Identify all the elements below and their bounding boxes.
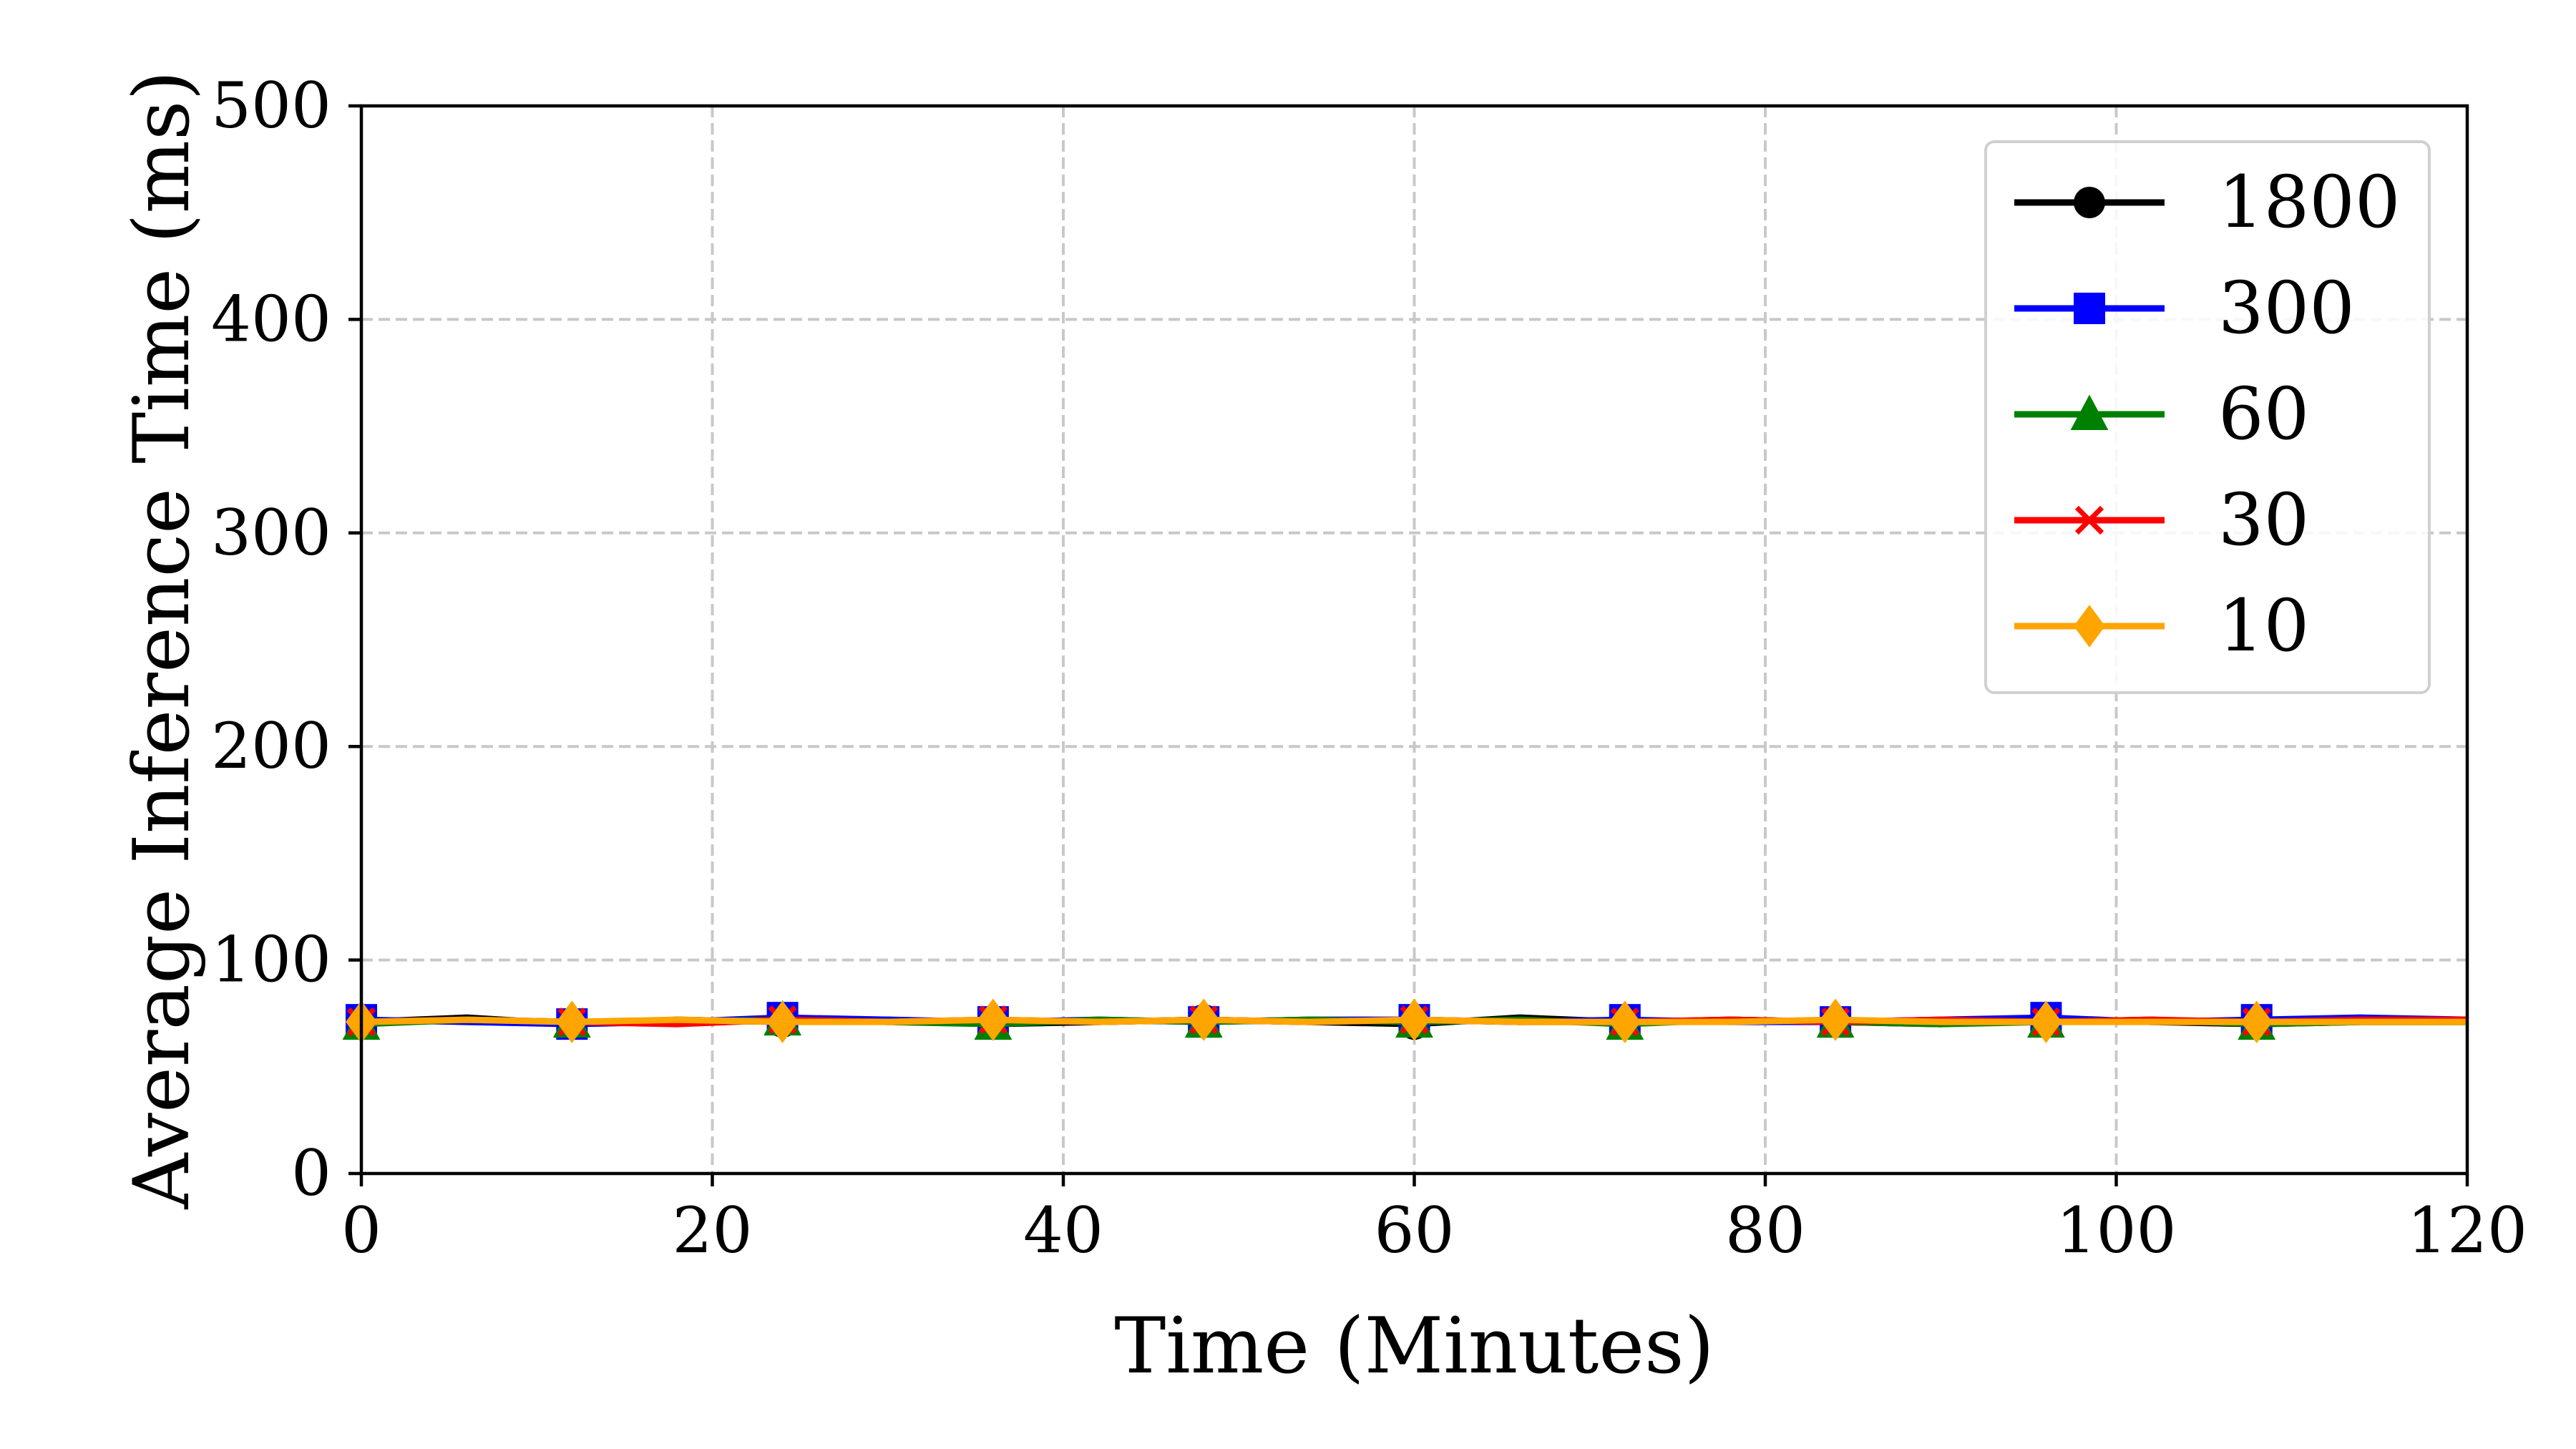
legend-label-60: 60 [2218, 372, 2309, 456]
x-tick-label-20: 20 [673, 1194, 753, 1267]
legend-item-1800: 1800 [2014, 160, 2401, 244]
legend-label-300: 300 [2218, 266, 2355, 350]
x-tick-label-100: 100 [2057, 1194, 2177, 1267]
x-tick-label-60: 60 [1375, 1194, 1455, 1267]
y-tick-label-300: 300 [211, 496, 331, 570]
x-axis-label: Time (Minutes) [1114, 1302, 1714, 1391]
series-point-10-24 [766, 1000, 799, 1043]
series-point-10-12 [556, 1000, 588, 1043]
series-point-10-48 [1188, 998, 1220, 1041]
x-axis: 0 20 40 60 80 100 120 [341, 1174, 2527, 1267]
y-axis-label: Average Inference Time (ms) [117, 70, 207, 1209]
series-point-10-72 [1609, 1000, 1641, 1043]
legend-box [1984, 140, 2431, 694]
legend-item-60: 60 [2014, 372, 2309, 456]
y-tick-label-500: 500 [211, 69, 331, 142]
legend-marker-30-b [2074, 505, 2104, 535]
series-10 [346, 998, 2467, 1043]
x-tick-label-0: 0 [341, 1194, 381, 1267]
series-point-10-60 [1398, 998, 1430, 1041]
legend-label-30: 30 [2218, 478, 2309, 562]
legend-label-10: 10 [2218, 584, 2309, 668]
x-tick-label-40: 40 [1023, 1194, 1103, 1267]
legend-item-10: 10 [2014, 584, 2309, 668]
series-point-10-84 [1820, 998, 1852, 1041]
legend-marker-10 [2074, 605, 2105, 648]
y-axis: 0 100 200 300 400 500 [211, 69, 361, 1210]
series-point-10-108 [2240, 1000, 2273, 1043]
x-tick-label-80: 80 [1725, 1194, 1805, 1267]
y-tick-label-100: 100 [211, 923, 331, 997]
y-tick-label-400: 400 [211, 282, 331, 356]
series-point-10-96 [2030, 1000, 2062, 1043]
legend-marker-1800 [2074, 187, 2105, 218]
legend-label-1800: 1800 [2218, 160, 2401, 244]
y-tick-label-200: 200 [211, 709, 331, 783]
legend-item-300: 300 [2014, 266, 2355, 350]
x-tick-label-120: 120 [2407, 1194, 2527, 1267]
legend-marker-300 [2074, 293, 2105, 324]
legend-marker-30 [2074, 505, 2104, 535]
legend-marker-60 [2070, 394, 2109, 430]
legend-item-30: 30 [2014, 478, 2309, 562]
y-tick-label-0: 0 [291, 1136, 331, 1210]
legend: 1800 300 60 30 10 [1984, 140, 2431, 694]
series-point-10-36 [977, 998, 1009, 1041]
